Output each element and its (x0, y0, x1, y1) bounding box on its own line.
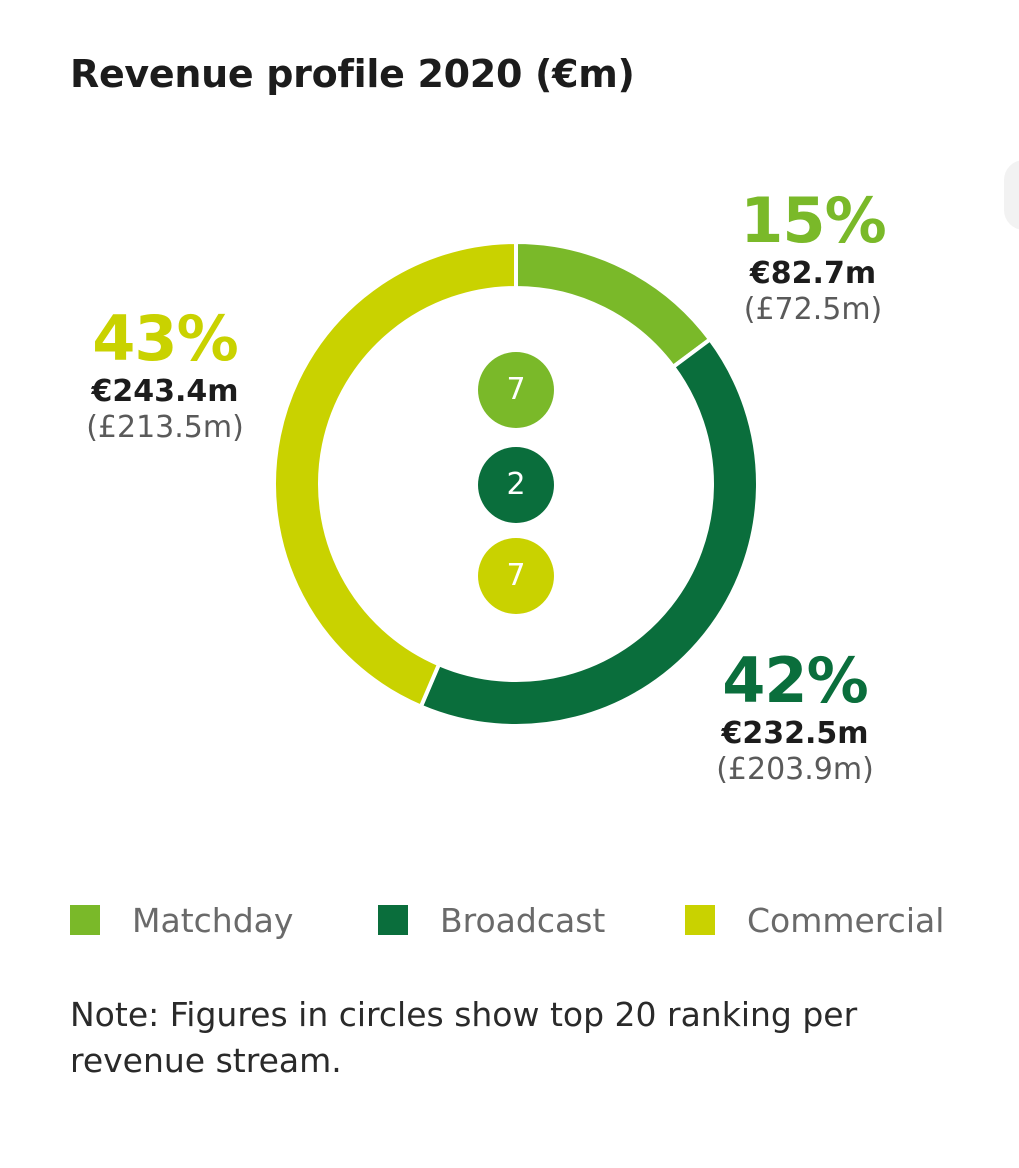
donut-slice-commercial (272, 239, 518, 710)
commercial-eur-value: €243.4m (91, 374, 239, 409)
legend-item-commercial: Commercial (685, 900, 944, 940)
broadcast-rank-circle: 2 (478, 447, 554, 523)
donut-slice-matchday (514, 239, 713, 370)
matchday-label: 15% €82.7m (£72.5m) (713, 190, 913, 328)
broadcast-label: 42% €232.5m (£203.9m) (695, 650, 895, 788)
footnote: Note: Figures in circles show top 20 ran… (70, 995, 858, 1080)
legend-item-matchday: Matchday (70, 900, 293, 940)
legend-swatch-broadcast (378, 905, 408, 935)
legend-item-broadcast: Broadcast (378, 900, 605, 940)
broadcast-percent: 42% (722, 644, 868, 717)
page-title: Revenue profile 2020 (€m) (70, 52, 635, 96)
broadcast-gbp-value: (£203.9m) (716, 752, 874, 787)
commercial-label: 43% €243.4m (£213.5m) (65, 308, 265, 446)
matchday-rank-circle: 7 (478, 352, 554, 428)
legend-label-broadcast: Broadcast (440, 900, 606, 940)
matchday-eur-value: €82.7m (749, 256, 877, 291)
matchday-percent: 15% (740, 184, 886, 257)
legend-swatch-matchday (70, 905, 100, 935)
commercial-gbp-value: (£213.5m) (86, 410, 244, 445)
legend-label-matchday: Matchday (132, 900, 294, 940)
edge-scroll-tab[interactable] (1004, 160, 1019, 230)
legend-swatch-commercial (685, 905, 715, 935)
broadcast-eur-value: €232.5m (721, 716, 869, 751)
commercial-rank-circle: 7 (478, 538, 554, 614)
legend-label-commercial: Commercial (747, 900, 945, 940)
commercial-percent: 43% (92, 302, 238, 375)
donut-slice-broadcast (418, 336, 760, 728)
matchday-gbp-value: (£72.5m) (743, 292, 883, 327)
